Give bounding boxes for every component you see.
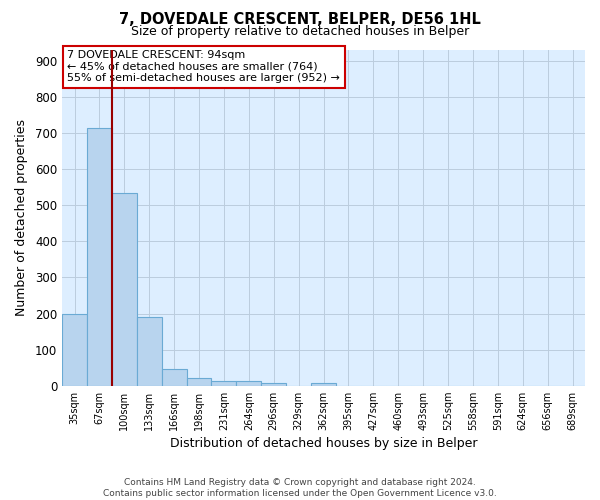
Bar (211, 381, 236, 386)
Bar (161, 370, 187, 386)
Text: 7, DOVEDALE CRESCENT, BELPER, DE56 1HL: 7, DOVEDALE CRESCENT, BELPER, DE56 1HL (119, 12, 481, 28)
Bar (311, 383, 336, 386)
Bar (261, 383, 286, 386)
Bar (112, 192, 137, 386)
Text: 7 DOVEDALE CRESCENT: 94sqm
← 45% of detached houses are smaller (764)
55% of sem: 7 DOVEDALE CRESCENT: 94sqm ← 45% of deta… (67, 50, 340, 83)
Bar (87, 128, 112, 386)
Bar (236, 382, 261, 386)
Bar (62, 314, 87, 386)
Text: Contains HM Land Registry data © Crown copyright and database right 2024.
Contai: Contains HM Land Registry data © Crown c… (103, 478, 497, 498)
Text: Size of property relative to detached houses in Belper: Size of property relative to detached ho… (131, 25, 469, 38)
Bar (187, 378, 211, 386)
Y-axis label: Number of detached properties: Number of detached properties (15, 120, 28, 316)
X-axis label: Distribution of detached houses by size in Belper: Distribution of detached houses by size … (170, 437, 477, 450)
Bar (137, 317, 161, 386)
